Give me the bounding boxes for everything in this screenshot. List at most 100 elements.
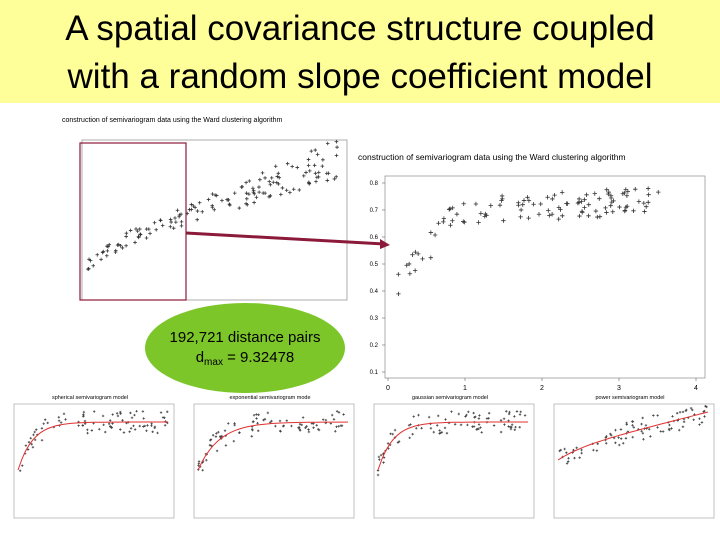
point <box>268 182 273 187</box>
point <box>278 419 282 423</box>
point <box>547 213 552 218</box>
point <box>567 457 570 460</box>
point <box>549 212 555 217</box>
point <box>545 195 550 200</box>
model-curve <box>17 421 168 471</box>
point <box>480 431 483 434</box>
point <box>206 197 211 202</box>
point <box>623 187 628 192</box>
point <box>232 439 236 443</box>
point <box>565 462 569 465</box>
point <box>514 425 517 429</box>
point <box>251 428 254 432</box>
point <box>483 211 488 217</box>
point <box>212 207 217 212</box>
point <box>124 234 128 239</box>
point <box>698 417 701 420</box>
point <box>105 253 109 258</box>
point <box>605 435 608 438</box>
point <box>396 291 401 297</box>
point <box>461 219 466 224</box>
point <box>396 272 401 277</box>
point <box>656 414 659 417</box>
point <box>685 408 688 412</box>
plot-title: exponential semivariogram mode <box>229 395 310 401</box>
point <box>197 460 201 463</box>
point <box>280 186 285 190</box>
point <box>609 432 612 436</box>
point <box>624 204 630 209</box>
point <box>324 171 329 176</box>
y-tick-label: 0.3 <box>370 316 379 322</box>
subscript: max <box>204 357 223 368</box>
point <box>136 234 141 239</box>
point <box>447 207 452 212</box>
point <box>420 426 423 430</box>
point <box>99 257 103 262</box>
point <box>441 216 447 221</box>
point <box>297 426 300 429</box>
model-curve <box>377 421 528 471</box>
point <box>124 243 128 248</box>
point <box>413 249 418 255</box>
point <box>217 430 220 434</box>
callout-text: 192,721 distance pairs <box>170 329 321 346</box>
point <box>649 435 652 438</box>
point <box>443 426 447 430</box>
model-curve <box>197 421 349 471</box>
point <box>31 446 35 449</box>
plot-frame <box>193 403 355 519</box>
point <box>244 197 249 201</box>
point <box>86 428 89 431</box>
point <box>450 410 453 413</box>
plot-frame <box>81 139 348 301</box>
point <box>478 414 481 417</box>
point <box>624 193 630 198</box>
point <box>284 188 289 193</box>
point <box>98 428 101 431</box>
point <box>195 209 200 213</box>
point <box>252 191 257 196</box>
point <box>255 413 258 416</box>
point <box>86 267 90 271</box>
point <box>138 424 141 428</box>
point <box>124 231 129 235</box>
point <box>675 411 679 415</box>
point <box>642 438 645 441</box>
point <box>141 410 145 413</box>
point <box>595 214 600 220</box>
point <box>510 423 514 426</box>
point <box>320 164 325 168</box>
point <box>671 415 674 418</box>
point <box>592 191 597 196</box>
point <box>332 418 336 421</box>
point <box>268 194 273 198</box>
point <box>279 192 283 197</box>
point <box>386 442 390 445</box>
point <box>156 431 159 435</box>
point <box>263 176 267 180</box>
point <box>33 430 36 434</box>
point <box>321 418 325 421</box>
point <box>582 205 587 210</box>
point <box>146 424 149 427</box>
point <box>220 434 223 438</box>
point <box>337 425 340 428</box>
point <box>482 214 487 219</box>
point <box>377 455 381 459</box>
point <box>520 202 525 207</box>
arrow-head <box>380 239 390 249</box>
scatter-points <box>86 139 339 271</box>
point <box>169 220 173 224</box>
point <box>325 178 330 183</box>
point <box>473 201 479 207</box>
point <box>133 240 137 245</box>
point <box>582 197 587 202</box>
point <box>436 221 441 226</box>
point <box>250 435 253 438</box>
point <box>260 171 265 175</box>
point <box>412 415 415 418</box>
point <box>315 152 320 157</box>
point <box>678 428 681 432</box>
